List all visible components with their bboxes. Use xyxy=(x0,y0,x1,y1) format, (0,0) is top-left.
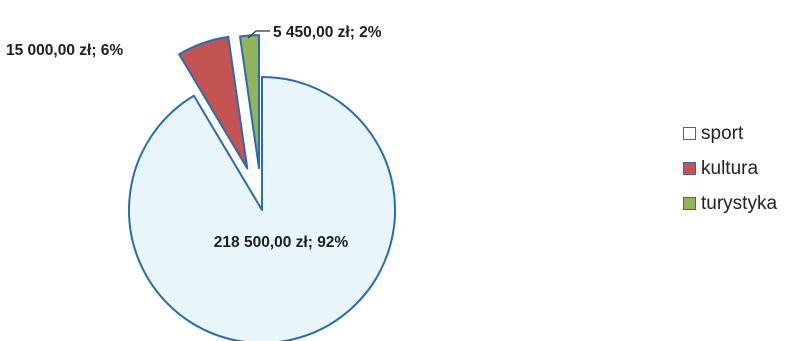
legend-item-turystyka: turystyka xyxy=(683,192,777,215)
legend-label-sport: sport xyxy=(701,122,744,144)
pie-slice-turystyka xyxy=(238,34,260,170)
pie-slices xyxy=(128,34,396,341)
pie-slice-sport xyxy=(128,76,396,341)
legend-label-turystyka: turystyka xyxy=(701,192,778,214)
leader-lines xyxy=(247,30,270,39)
data-labels: 218 500,00 zł; 92% 15 000,00 zł; 6% 5 45… xyxy=(6,24,382,251)
legend: sport kultura turystyka xyxy=(683,122,777,215)
pie-slice-kultura xyxy=(178,35,249,170)
legend-swatch-sport xyxy=(683,127,696,140)
legend-item-kultura: kultura xyxy=(683,157,777,180)
data-label-turystyka: 5 450,00 zł; 2% xyxy=(273,24,382,41)
legend-label-kultura: kultura xyxy=(701,157,759,179)
data-label-kultura: 15 000,00 zł; 6% xyxy=(6,42,123,59)
leader-line-turystyka xyxy=(247,30,270,39)
legend-swatch-turystyka xyxy=(683,197,696,210)
data-label-sport: 218 500,00 zł; 92% xyxy=(214,234,349,251)
legend-swatch-kultura xyxy=(683,162,696,175)
legend-item-sport: sport xyxy=(683,122,777,145)
